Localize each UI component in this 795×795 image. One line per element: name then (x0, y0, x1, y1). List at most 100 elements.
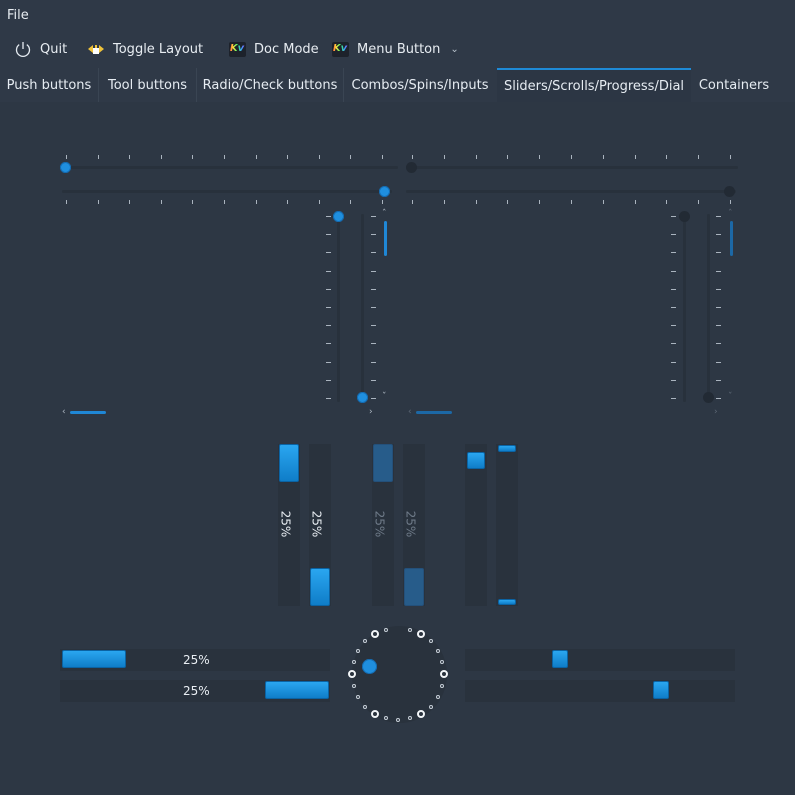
dial-notch (396, 718, 400, 722)
tick-mark (716, 270, 721, 272)
tick-mark (475, 155, 477, 159)
progress-busy-indicator (653, 681, 669, 699)
tick-mark (287, 155, 289, 159)
progress-groove (278, 444, 300, 606)
progress-groove (60, 649, 330, 671)
slider-handle[interactable] (333, 211, 344, 222)
progress-label: 25% (183, 653, 210, 667)
tab-push-buttons[interactable]: Push buttons (6, 77, 92, 93)
tab-radio-check-buttons[interactable]: Radio/Check buttons (202, 77, 338, 93)
scrollbar-thumb[interactable] (384, 221, 387, 256)
chevron-down-icon: ⌄ (450, 43, 459, 55)
tick-mark (730, 200, 731, 204)
tick-mark (160, 200, 162, 204)
tick-mark (326, 270, 331, 272)
tab-sliders-scrolls-progress-dial[interactable]: Sliders/Scrolls/Progress/Dial (497, 68, 691, 102)
layout-arrows-icon (87, 40, 105, 58)
progress-groove (465, 649, 735, 671)
dial-notch (435, 695, 440, 699)
tick-mark (371, 398, 376, 399)
power-icon (14, 40, 32, 58)
tick-mark (539, 155, 541, 159)
tab-separator (98, 68, 99, 102)
tick-mark (507, 200, 509, 204)
scroll-down-arrow-icon[interactable]: ˇ (382, 392, 387, 402)
tick-mark (326, 379, 331, 381)
tick-mark (326, 252, 331, 254)
tick-mark (224, 155, 225, 159)
scrollbar-thumb (730, 221, 733, 256)
dial-notch (363, 704, 368, 709)
dial-notch (371, 630, 379, 639)
tick-mark (671, 325, 676, 327)
scroll-left-arrow-icon: ‹ (408, 407, 412, 417)
scroll-right-arrow-icon[interactable]: › (369, 407, 373, 417)
slider-handle (406, 162, 417, 173)
tab-combos-spins-inputs[interactable]: Combos/Spins/Inputs (351, 77, 489, 93)
progress-fill (373, 444, 393, 482)
tick-mark (371, 234, 376, 236)
tick-mark (326, 343, 331, 345)
tick-mark (698, 155, 700, 159)
tick-mark (443, 200, 445, 204)
kv-logo-icon: Kv (331, 40, 349, 58)
tick-mark (730, 155, 731, 159)
slider-groove (707, 214, 710, 402)
dial-notch (407, 627, 412, 632)
tick-mark (129, 155, 131, 159)
tab-containers[interactable]: Containers (698, 77, 770, 93)
menu-button-label: Menu Button (357, 41, 441, 57)
quit-button[interactable]: Quit (14, 32, 67, 66)
dial-notch (356, 649, 361, 653)
tick-mark (571, 200, 572, 204)
scrollbar-thumb[interactable] (70, 411, 106, 414)
tick-mark (602, 155, 604, 159)
progress-fill (404, 568, 424, 606)
scroll-up-arrow-icon[interactable]: ˆ (382, 209, 387, 219)
tick-mark (326, 216, 331, 217)
progress-groove (403, 444, 425, 606)
dial-notch (428, 639, 433, 644)
tick-mark (539, 200, 541, 204)
doc-mode-button[interactable]: Kv Doc Mode (228, 32, 319, 66)
toggle-layout-label: Toggle Layout (113, 41, 204, 57)
tick-mark (371, 288, 376, 290)
tick-mark (716, 343, 721, 345)
slider-handle (703, 392, 714, 403)
tick-mark (571, 155, 572, 159)
menu-bar: File (0, 0, 795, 32)
tick-mark (326, 325, 331, 327)
tick-mark (475, 200, 477, 204)
dial-notch (428, 704, 433, 709)
progress-label: 25% (278, 510, 293, 538)
tick-mark (160, 155, 162, 159)
progress-fill (265, 681, 329, 699)
progress-label: 25% (403, 510, 418, 538)
tick-mark (66, 155, 67, 159)
tick-mark (318, 200, 320, 204)
tick-mark (255, 155, 257, 159)
tab-tool-buttons[interactable]: Tool buttons (107, 77, 188, 93)
quit-label: Quit (40, 41, 68, 57)
slider-handle[interactable] (357, 392, 368, 403)
tick-mark (326, 288, 331, 290)
tick-mark (716, 379, 721, 381)
dial-notch (384, 716, 389, 721)
tick-mark (371, 307, 376, 308)
tick-mark (716, 234, 721, 236)
progress-groove (496, 444, 518, 606)
progress-busy-indicator (552, 650, 568, 668)
tick-mark (318, 155, 320, 159)
slider-handle[interactable] (60, 162, 71, 173)
tick-mark (371, 343, 376, 345)
dial-handle[interactable] (362, 659, 377, 674)
slider-groove (406, 166, 738, 169)
toggle-layout-button[interactable]: Toggle Layout (87, 32, 203, 66)
menu-file[interactable]: File (7, 8, 29, 23)
scroll-left-arrow-icon[interactable]: ‹ (62, 407, 66, 417)
tick-mark (716, 288, 721, 290)
slider-handle[interactable] (379, 186, 390, 197)
menu-button[interactable]: Kv Menu Button ⌄ (331, 32, 459, 66)
progress-groove (465, 444, 487, 606)
progress-fill (279, 444, 299, 482)
